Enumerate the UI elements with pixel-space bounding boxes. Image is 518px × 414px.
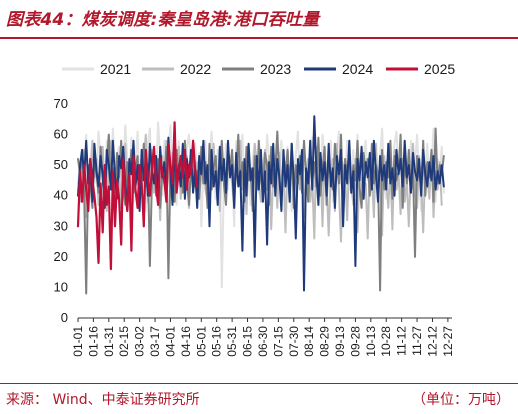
legend-label-2021: 2021 [100, 61, 131, 77]
legend-label-2024: 2024 [342, 61, 373, 77]
unit-note: （单位：万吨） [412, 392, 510, 408]
x-tick-label: 01-01 [71, 326, 85, 357]
x-tick-label: 11-12 [395, 326, 409, 356]
x-tick-label: 09-13 [333, 326, 347, 357]
x-tick-label: 07-30 [287, 326, 301, 357]
x-tick-label: 08-14 [302, 326, 316, 357]
y-tick-label: 10 [54, 279, 68, 294]
x-tick-label: 10-28 [379, 326, 393, 357]
x-tick-label: 05-31 [225, 326, 239, 357]
x-tick-label: 01-16 [86, 326, 100, 357]
legend-label-2023: 2023 [260, 61, 291, 77]
source-note: 来源： Wind、中泰证券研究所 [6, 392, 200, 408]
figure-title: 图表44：煤炭调度:秦皇岛港:港口吞吐量 [6, 10, 320, 30]
x-tick-label: 09-28 [348, 326, 362, 357]
x-tick-label: 05-16 [210, 326, 224, 357]
y-axis: 0 10 20 30 40 50 60 70 [54, 96, 68, 325]
series-layer [76, 115, 445, 295]
series-line-2025 [76, 121, 199, 271]
y-tick-label: 0 [61, 310, 68, 325]
x-tick-label: 05-01 [194, 326, 208, 357]
x-tick-label: 06-30 [256, 326, 270, 357]
legend: 2021 2022 2023 2024 2025 [62, 61, 455, 77]
x-tick-label: 07-15 [271, 326, 285, 357]
line-chart: 2021 2022 2023 2024 2025 0 10 20 30 40 50 60 70 01-… [54, 61, 456, 357]
x-tick-label: 11-27 [410, 326, 424, 356]
x-tick-label: 12-27 [441, 326, 455, 357]
x-tick-label: 08-29 [318, 326, 332, 357]
x-tick-label: 01-31 [102, 326, 116, 357]
x-tick-label: 03-02 [133, 326, 147, 357]
x-tick-label: 03-17 [148, 326, 162, 357]
y-tick-label: 70 [54, 96, 68, 111]
x-tick-label: 04-01 [163, 326, 177, 357]
y-tick-label: 50 [54, 157, 68, 172]
legend-label-2025: 2025 [424, 61, 455, 77]
y-tick-label: 20 [54, 249, 68, 264]
footer-rule [0, 383, 518, 384]
x-tick-label: 04-16 [179, 326, 193, 357]
x-tick-label: 12-12 [425, 326, 439, 357]
y-tick-label: 60 [54, 127, 68, 142]
x-tick-label: 10-13 [364, 326, 378, 357]
title-underline [0, 37, 518, 39]
y-tick-label: 40 [54, 188, 68, 203]
y-tick-label: 30 [54, 218, 68, 233]
x-axis: 01-01 01-16 01-31 02-15 03-02 03-17 04-01 04-16… [71, 317, 455, 357]
x-tick-label: 06-15 [241, 326, 255, 357]
legend-label-2022: 2022 [180, 61, 211, 77]
x-tick-label: 02-15 [117, 326, 131, 357]
